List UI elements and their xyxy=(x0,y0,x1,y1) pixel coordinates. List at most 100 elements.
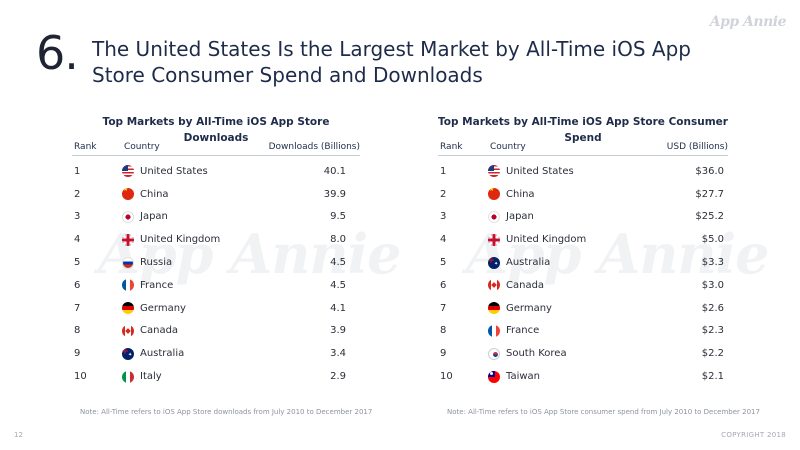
downloads-table-body: 1 United States 40.1 2 China 39.9 3 Japan 9.5 4 Un… xyxy=(72,160,360,388)
slide-number: 6. xyxy=(36,26,79,80)
value-cell: $36.0 xyxy=(695,165,724,177)
country-name: Germany xyxy=(140,302,186,314)
country-name: Canada xyxy=(140,325,179,337)
au-flag-icon xyxy=(122,347,134,360)
country-cell: United States xyxy=(488,165,658,178)
country-cell: Japan xyxy=(488,210,658,223)
country-name: United Kingdom xyxy=(506,234,587,246)
country-name: Australia xyxy=(506,257,551,269)
copyright: COPYRIGHT 2018 xyxy=(721,431,786,439)
country-cell: China xyxy=(488,188,658,201)
rank-cell: 5 xyxy=(440,257,447,269)
header-rank: Rank xyxy=(440,142,463,152)
tw-flag-icon xyxy=(488,370,500,383)
country-name: United States xyxy=(506,165,574,177)
country-name: United States xyxy=(140,165,208,177)
table-row: 9 Australia 3.4 xyxy=(72,342,360,365)
country-cell: Australia xyxy=(122,347,268,360)
table-row: 8 France $2.3 xyxy=(438,320,728,343)
table-row: 1 United States $36.0 xyxy=(438,160,728,183)
slide-title: The United States Is the Largest Market … xyxy=(92,37,691,87)
table-row: 2 China 39.9 xyxy=(72,183,360,206)
rank-cell: 2 xyxy=(74,188,81,200)
fr-flag-icon xyxy=(122,279,134,292)
value-cell: 2.9 xyxy=(330,371,346,383)
country-name: Taiwan xyxy=(506,371,541,383)
page-number: 12 xyxy=(14,431,23,439)
rank-cell: 6 xyxy=(440,279,447,291)
rank-cell: 9 xyxy=(74,348,81,360)
table-row: 7 Germany $2.6 xyxy=(438,297,728,320)
table-row: 3 Japan $25.2 xyxy=(438,206,728,229)
country-cell: Italy xyxy=(122,370,268,383)
app-annie-logo: App Annie xyxy=(709,14,787,30)
rank-cell: 4 xyxy=(74,234,81,246)
cn-flag-icon xyxy=(122,188,134,201)
spend-table-header: Rank Country USD (Billions) xyxy=(438,138,728,156)
header-country: Country xyxy=(490,141,526,152)
country-name: Japan xyxy=(140,211,168,223)
country-cell: Canada xyxy=(122,324,268,337)
value-cell: $3.3 xyxy=(701,257,724,269)
value-cell: $27.7 xyxy=(695,188,724,200)
rank-cell: 7 xyxy=(440,302,447,314)
country-cell: Germany xyxy=(488,302,658,315)
country-name: France xyxy=(506,325,540,337)
country-cell: France xyxy=(122,279,268,292)
country-cell: Japan xyxy=(122,210,268,223)
table-row: 4 United Kingdom 8.0 xyxy=(72,228,360,251)
country-cell: France xyxy=(488,324,658,337)
cn-flag-icon xyxy=(488,188,500,201)
rank-cell: 8 xyxy=(440,325,447,337)
country-cell: United States xyxy=(122,165,268,178)
table-row: 10 Taiwan $2.1 xyxy=(438,365,728,388)
table-row: 7 Germany 4.1 xyxy=(72,297,360,320)
table-row: 3 Japan 9.5 xyxy=(72,206,360,229)
rank-cell: 9 xyxy=(440,348,447,360)
header-downloads: Downloads (Billions) xyxy=(268,142,360,152)
header-country: Country xyxy=(124,141,160,152)
value-cell: 3.4 xyxy=(330,348,346,360)
value-cell: $2.2 xyxy=(701,348,724,360)
country-cell: Canada xyxy=(488,279,658,292)
kr-flag-icon xyxy=(488,347,500,360)
au-flag-icon xyxy=(488,256,500,269)
de-flag-icon xyxy=(488,302,500,315)
value-cell: $25.2 xyxy=(695,211,724,223)
rank-cell: 7 xyxy=(74,302,81,314)
table-row: 6 Canada $3.0 xyxy=(438,274,728,297)
jp-flag-icon xyxy=(122,210,134,223)
rank-cell: 2 xyxy=(440,188,447,200)
rank-cell: 1 xyxy=(440,165,447,177)
country-name: Japan xyxy=(506,211,534,223)
value-cell: 8.0 xyxy=(330,234,346,246)
value-cell: $3.0 xyxy=(701,279,724,291)
table-row: 1 United States 40.1 xyxy=(72,160,360,183)
rank-cell: 4 xyxy=(440,234,447,246)
value-cell: 4.5 xyxy=(330,279,346,291)
downloads-table: Top Markets by All-Time iOS App Store Do… xyxy=(72,114,360,388)
spend-table-body: 1 United States $36.0 2 China $27.7 3 Japan $25.… xyxy=(438,160,728,388)
value-cell: 39.9 xyxy=(323,188,346,200)
spend-table: Top Markets by All-Time iOS App Store Co… xyxy=(438,114,728,388)
table-row: 5 Russia 4.5 xyxy=(72,251,360,274)
ru-flag-icon xyxy=(122,256,134,269)
rank-cell: 10 xyxy=(74,371,87,383)
country-name: Canada xyxy=(506,279,545,291)
table-row: 8 Canada 3.9 xyxy=(72,320,360,343)
spend-table-title: Top Markets by All-Time iOS App Store Co… xyxy=(438,116,728,144)
ca-flag-icon xyxy=(122,324,134,337)
ca-flag-icon xyxy=(488,279,500,292)
country-name: Italy xyxy=(140,371,162,383)
table-row: 5 Australia $3.3 xyxy=(438,251,728,274)
spend-note: Note: All-Time refers to iOS App Store c… xyxy=(447,408,760,416)
country-name: South Korea xyxy=(506,348,567,360)
country-name: United Kingdom xyxy=(140,234,221,246)
country-name: Russia xyxy=(140,257,173,269)
rank-cell: 3 xyxy=(74,211,81,223)
value-cell: 40.1 xyxy=(323,165,346,177)
table-row: 2 China $27.7 xyxy=(438,183,728,206)
country-cell: Germany xyxy=(122,302,268,315)
de-flag-icon xyxy=(122,302,134,315)
value-cell: $2.3 xyxy=(701,325,724,337)
